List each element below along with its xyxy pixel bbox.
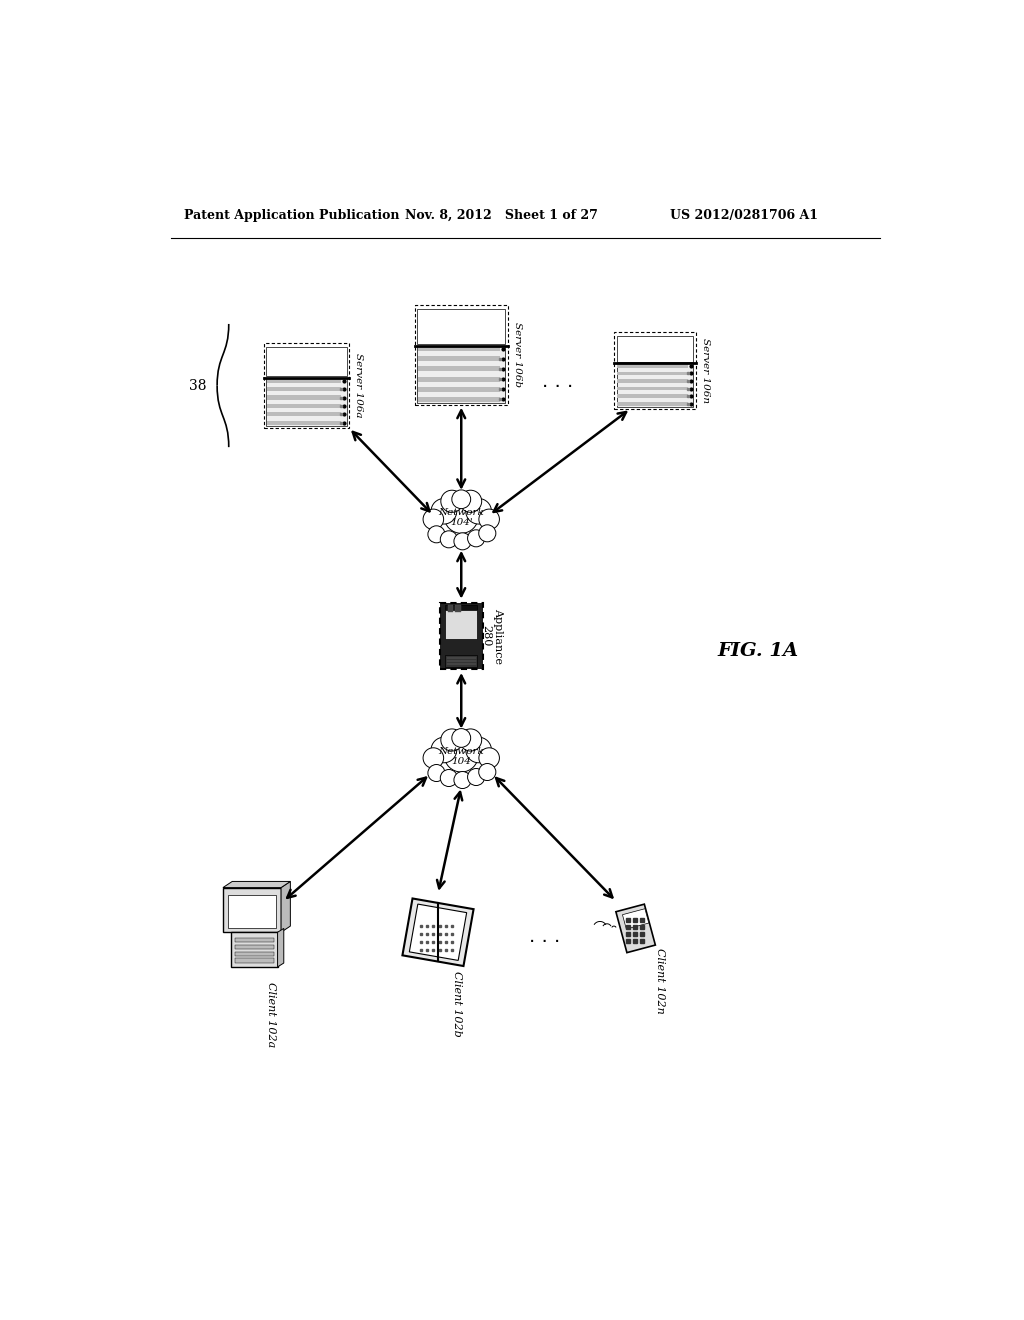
Text: US 2012/0281706 A1: US 2012/0281706 A1: [671, 209, 818, 222]
Circle shape: [460, 490, 481, 512]
Text: Client 102n: Client 102n: [655, 948, 666, 1014]
Text: Server 106a: Server 106a: [354, 354, 364, 418]
Bar: [223, 887, 281, 932]
Text: Server 106b: Server 106b: [513, 322, 522, 387]
Bar: [456, 606, 461, 612]
Circle shape: [466, 499, 492, 524]
Bar: [418, 356, 500, 362]
Circle shape: [479, 748, 500, 768]
Circle shape: [479, 763, 496, 780]
Bar: [266, 396, 341, 400]
Bar: [617, 401, 688, 405]
Bar: [418, 346, 500, 351]
Bar: [266, 379, 341, 383]
Bar: [234, 945, 273, 949]
Circle shape: [423, 510, 443, 529]
Circle shape: [452, 490, 471, 508]
Text: . . .: . . .: [543, 372, 573, 391]
Circle shape: [466, 738, 492, 763]
Circle shape: [454, 533, 471, 550]
Text: Appliance
280: Appliance 280: [481, 607, 503, 664]
Text: Patent Application Publication: Patent Application Publication: [183, 209, 399, 222]
Text: FIG. 1A: FIG. 1A: [717, 643, 798, 660]
Text: Server 106n: Server 106n: [701, 338, 711, 403]
Circle shape: [454, 771, 471, 788]
Circle shape: [479, 510, 500, 529]
Circle shape: [479, 525, 496, 541]
Bar: [617, 387, 688, 391]
Bar: [623, 908, 649, 929]
Text: . . .: . . .: [528, 927, 560, 945]
Text: Nov. 8, 2012   Sheet 1 of 27: Nov. 8, 2012 Sheet 1 of 27: [406, 209, 598, 222]
Bar: [263, 343, 349, 428]
Polygon shape: [278, 928, 284, 966]
Circle shape: [431, 738, 457, 763]
Text: 38: 38: [189, 379, 207, 392]
Circle shape: [423, 748, 443, 768]
Bar: [418, 367, 500, 371]
Bar: [234, 937, 273, 942]
Circle shape: [468, 768, 484, 785]
Bar: [447, 606, 453, 612]
Bar: [616, 335, 693, 362]
Polygon shape: [223, 882, 291, 887]
Circle shape: [460, 729, 481, 751]
Circle shape: [440, 729, 463, 751]
Bar: [440, 603, 482, 668]
Bar: [445, 610, 477, 639]
Text: Client 102a: Client 102a: [266, 982, 276, 1048]
Bar: [615, 904, 655, 953]
Bar: [617, 395, 688, 399]
Bar: [418, 387, 500, 392]
Bar: [617, 379, 688, 383]
Polygon shape: [281, 882, 291, 932]
Circle shape: [440, 770, 458, 787]
Circle shape: [431, 499, 457, 524]
Bar: [617, 364, 688, 368]
Bar: [234, 958, 273, 964]
Bar: [417, 309, 506, 345]
Text: Client 102b: Client 102b: [453, 970, 463, 1036]
Bar: [266, 347, 346, 376]
Bar: [266, 378, 346, 426]
Bar: [402, 899, 473, 966]
Bar: [418, 397, 500, 401]
Circle shape: [440, 490, 463, 512]
Bar: [614, 331, 695, 409]
Bar: [266, 421, 341, 425]
Bar: [415, 305, 508, 405]
Bar: [617, 371, 688, 375]
Circle shape: [444, 738, 478, 772]
Bar: [231, 932, 278, 966]
Bar: [445, 605, 477, 614]
Bar: [445, 655, 477, 667]
Circle shape: [468, 529, 484, 546]
Bar: [410, 904, 467, 961]
Bar: [616, 363, 693, 407]
Circle shape: [428, 525, 445, 543]
Bar: [266, 412, 341, 416]
Text: Network
104: Network 104: [438, 747, 484, 766]
Circle shape: [452, 729, 471, 747]
Bar: [266, 387, 341, 391]
Text: Network
104': Network 104': [438, 508, 484, 528]
Circle shape: [444, 499, 478, 533]
Bar: [266, 404, 341, 408]
Circle shape: [440, 531, 458, 548]
Bar: [234, 952, 273, 956]
Bar: [227, 895, 276, 928]
Bar: [418, 376, 500, 381]
Bar: [417, 346, 506, 404]
Circle shape: [428, 764, 445, 781]
